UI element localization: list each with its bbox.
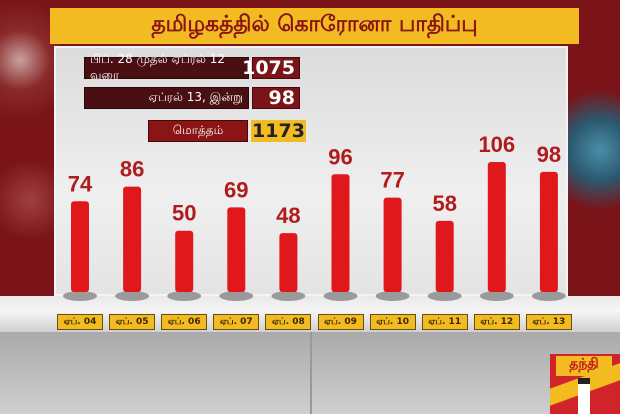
- bar-base: [167, 291, 202, 301]
- bar-base: [115, 291, 150, 301]
- virus-image-right: [560, 60, 620, 290]
- category-label: ஏப். 06: [161, 314, 208, 330]
- summary-row-today: ஏப்ரல் 13, இன்று 98: [84, 87, 300, 109]
- data-label: 74: [68, 171, 93, 196]
- bar-base: [63, 291, 97, 301]
- summary-value: 98: [252, 87, 300, 109]
- category-label: ஏப். 12: [473, 314, 520, 330]
- bar-base: [375, 291, 410, 301]
- data-label: 48: [276, 203, 300, 228]
- bar: [71, 201, 89, 292]
- data-label: 106: [478, 132, 515, 157]
- summary-value: 1173: [251, 120, 306, 142]
- chart-title: தமிழகத்தில் கொரோனா பாதிப்பு: [50, 8, 579, 44]
- category-label: ஏப். 08: [265, 314, 312, 330]
- data-label: 98: [537, 142, 561, 167]
- data-label: 58: [432, 191, 456, 216]
- data-label: 96: [328, 144, 352, 169]
- virus-image-left: [0, 0, 60, 300]
- category-label: ஏப். 11: [421, 314, 468, 330]
- bar: [279, 233, 298, 292]
- bar-base: [479, 291, 514, 301]
- category-label: ஏப். 09: [317, 314, 364, 330]
- bar-base: [271, 291, 306, 301]
- data-label: 69: [224, 177, 248, 202]
- thanthi-tv-logo: தந்தி: [550, 354, 620, 414]
- summary-value: 1075: [242, 57, 300, 79]
- bar: [487, 162, 506, 292]
- category-label: ஏப். 10: [369, 314, 416, 330]
- bar: [227, 207, 246, 292]
- bar: [175, 230, 194, 292]
- summary-row-total: மொத்தம் 1173: [148, 120, 306, 142]
- bar-base: [531, 291, 566, 301]
- bar: [539, 171, 558, 292]
- data-label: 86: [120, 157, 144, 182]
- category-label: ஏப். 04: [57, 314, 103, 330]
- floor: [0, 330, 620, 414]
- bar: [331, 174, 350, 292]
- data-label: 50: [172, 201, 196, 226]
- bar: [383, 197, 402, 292]
- bar: [123, 186, 142, 292]
- bar-base: [427, 291, 462, 301]
- category-label: ஏப். 13: [525, 314, 572, 330]
- bar: [435, 220, 454, 292]
- data-label: 77: [380, 168, 404, 193]
- summary-label: மொத்தம்: [148, 120, 248, 142]
- logo-text: தந்தி: [556, 356, 612, 376]
- bar-base: [219, 291, 254, 301]
- summary-label: ஏப்ரல் 13, இன்று: [84, 87, 249, 109]
- category-label: ஏப். 05: [109, 314, 156, 330]
- category-label: ஏப். 07: [213, 314, 260, 330]
- bar-base: [323, 291, 358, 301]
